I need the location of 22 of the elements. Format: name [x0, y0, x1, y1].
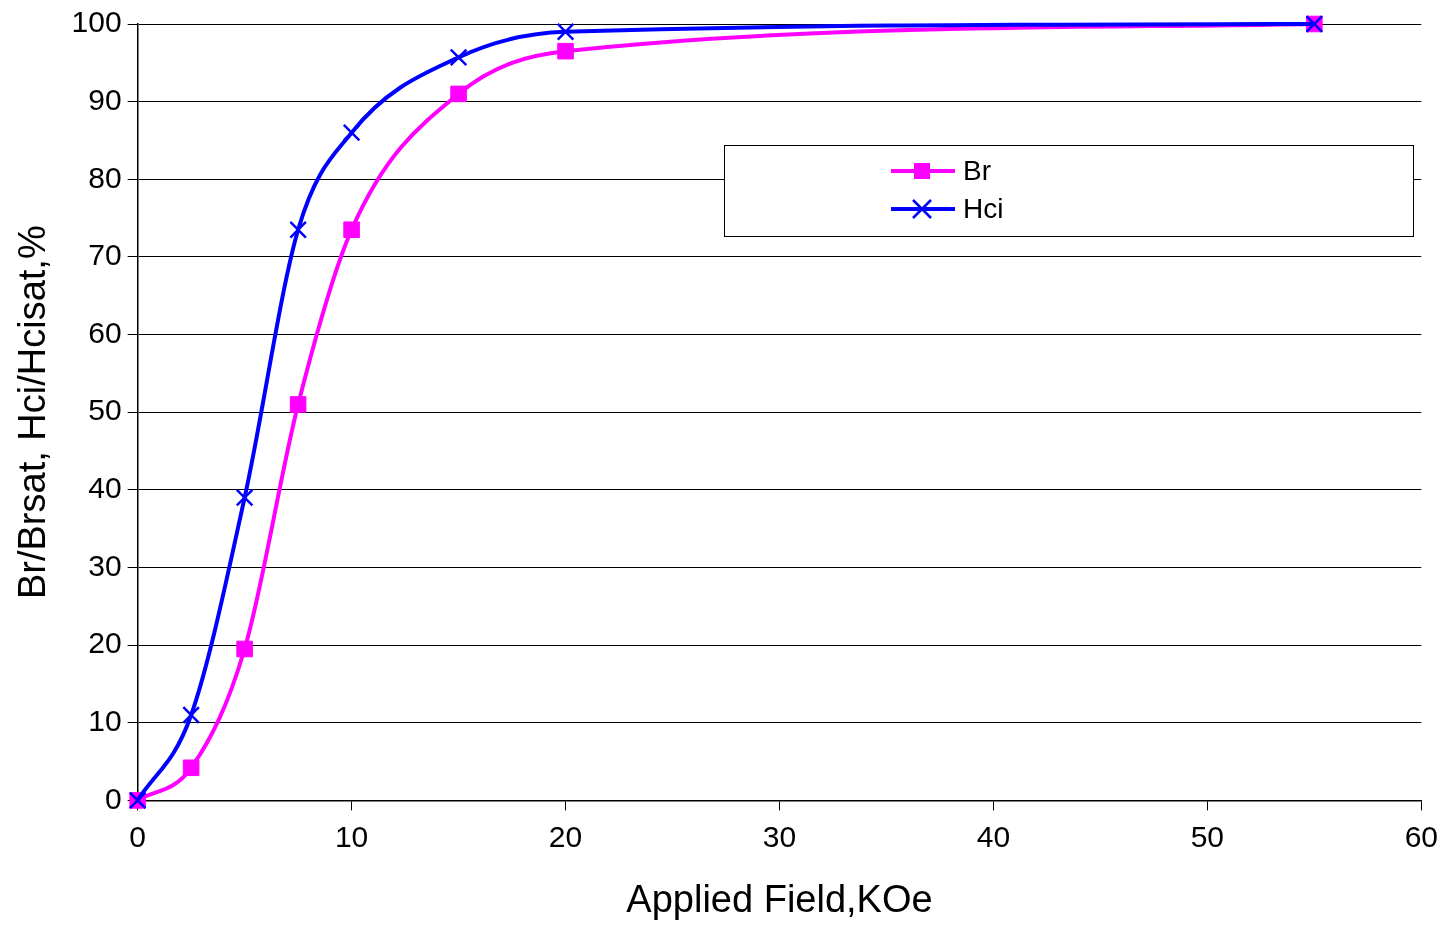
y-tick-label: 20: [88, 626, 122, 660]
x-tick-label: 40: [976, 819, 1011, 853]
x-axis-title: Applied Field,KOe: [626, 877, 933, 920]
y-tick-label: 80: [88, 160, 122, 194]
y-tick-label: 40: [88, 471, 122, 505]
x-tick-label: 20: [548, 819, 583, 853]
x-tick-label: 60: [1404, 819, 1438, 853]
y-tick-label: 60: [88, 315, 122, 349]
y-tick-label: 90: [88, 82, 122, 116]
legend-label: Hci: [963, 193, 1004, 225]
y-tick-label: 50: [88, 393, 122, 427]
y-tick-label: 0: [104, 781, 122, 815]
y-tick-label: 10: [88, 704, 122, 738]
legend-label: Br: [963, 155, 991, 187]
x-tick-label: 0: [129, 819, 146, 853]
x-tick-label: 30: [762, 819, 797, 853]
x-tick-label: 10: [334, 819, 369, 853]
x-tick-label: 50: [1190, 819, 1225, 853]
y-tick-label: 100: [71, 5, 122, 39]
y-tick-label: 30: [88, 548, 122, 582]
y-axis-title: Br/Brsat, Hci/Hcisat,%: [11, 225, 54, 600]
y-tick-label: 70: [88, 238, 122, 272]
